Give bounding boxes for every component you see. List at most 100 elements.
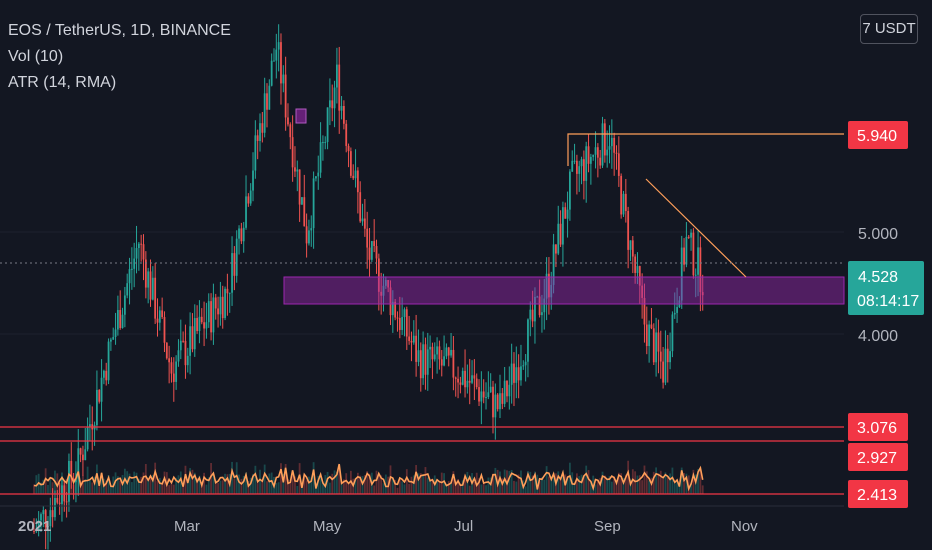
top-level-line[interactable] [567, 133, 844, 166]
candle-body [75, 478, 77, 483]
candle-body [109, 339, 112, 342]
candle-body [65, 501, 68, 503]
candle-body [401, 317, 404, 330]
candle-body [96, 389, 98, 426]
volume-bar [419, 473, 422, 494]
volume-legend[interactable]: Vol (10) [8, 48, 64, 65]
candle-body [387, 280, 390, 288]
volume-bar [417, 473, 420, 494]
volume-bar [382, 483, 385, 494]
volume-bar [40, 482, 42, 494]
candle-body [606, 149, 609, 156]
volume-bar [280, 463, 282, 494]
svg-text:3.076: 3.076 [857, 420, 897, 437]
volume-bar [98, 483, 101, 494]
volume-bar [531, 475, 534, 494]
candle-body [494, 394, 497, 418]
candle-body [650, 324, 653, 329]
candle-body [338, 64, 341, 111]
volume-bar [685, 473, 688, 494]
candle-body [296, 169, 299, 172]
volume-bar [678, 485, 681, 494]
candle-body [359, 192, 362, 222]
volume-bar [93, 476, 96, 494]
descending-trendline[interactable] [645, 178, 747, 278]
volume-bar [617, 472, 620, 494]
volume-bar [368, 473, 371, 494]
volume-bar [666, 477, 669, 494]
candle-body [447, 347, 450, 356]
volume-bar [270, 472, 273, 494]
candle-body [419, 350, 422, 379]
volume-bar [184, 465, 187, 494]
volume-bar [422, 474, 425, 494]
volume-bar [61, 472, 63, 494]
volume-bar [277, 482, 280, 494]
volume-bar [207, 477, 210, 494]
candle-body [123, 295, 126, 315]
price-tag-2413: 2.413 [848, 480, 908, 508]
candle-body [259, 123, 261, 141]
volume-bar [634, 471, 637, 494]
price-tag-2927: 2.927 [848, 443, 908, 471]
volume-bar [473, 481, 476, 494]
candle-body [366, 228, 369, 248]
candle-body [198, 316, 201, 332]
candle-body [587, 146, 590, 164]
candle-body [252, 170, 254, 191]
volume-bar [408, 483, 411, 494]
currency-button[interactable]: 7 USDT [860, 14, 918, 44]
x-tick-2021: 2021 [18, 518, 51, 535]
volume-bar [650, 477, 653, 494]
volume-bar [168, 485, 171, 494]
volume-bar [578, 476, 581, 494]
candle-body [631, 240, 634, 257]
volume-bar [319, 475, 322, 494]
candle-body [289, 124, 292, 138]
candle-body [224, 288, 226, 319]
volume-bar [394, 479, 397, 494]
volume-bar [289, 480, 292, 494]
candle-body [233, 253, 236, 276]
volume-bar [147, 480, 150, 494]
candle-body [217, 308, 219, 315]
volume-bar [580, 474, 583, 494]
volume-bar [72, 484, 75, 494]
volume-bar [123, 468, 126, 494]
candle-body [601, 123, 604, 166]
volume-bar [191, 469, 194, 494]
candle-body [520, 366, 522, 381]
x-tick-jul: Jul [454, 518, 473, 535]
volume-bar [303, 477, 306, 494]
volume-bar [268, 473, 271, 494]
volume-bar [548, 476, 550, 494]
atr-legend[interactable]: ATR (14, RMA) [8, 74, 117, 91]
candle-body [210, 301, 212, 333]
volume-bar [186, 482, 189, 494]
candle-body [147, 271, 150, 288]
candle-body [589, 156, 592, 164]
volume-bar [515, 481, 518, 494]
candle-body [538, 296, 541, 316]
small-zone-marker[interactable] [295, 108, 307, 124]
candle-body [620, 175, 623, 215]
price-tag-5940: 5.940 [848, 121, 908, 149]
candle-body [63, 485, 66, 502]
price-axis[interactable]: 5.000 4.000 [858, 226, 898, 345]
volume-bar [638, 475, 641, 494]
candle-body [676, 307, 678, 313]
volume-bar [200, 484, 203, 494]
candle-body [284, 74, 287, 118]
volume-bar [701, 485, 704, 494]
volume-bar [445, 484, 448, 494]
symbol-legend[interactable]: EOS / TetherUS, 1D, BINANCE [8, 22, 231, 39]
candle-body [522, 365, 525, 367]
volume-bar [648, 480, 651, 494]
candle-body [492, 386, 494, 418]
support-resistance-zone[interactable] [283, 276, 845, 305]
candle-body [613, 137, 616, 153]
volume-bar [527, 470, 529, 494]
candle-body [324, 141, 327, 143]
time-axis[interactable]: 2021 Mar May Jul Sep Nov [18, 518, 758, 535]
